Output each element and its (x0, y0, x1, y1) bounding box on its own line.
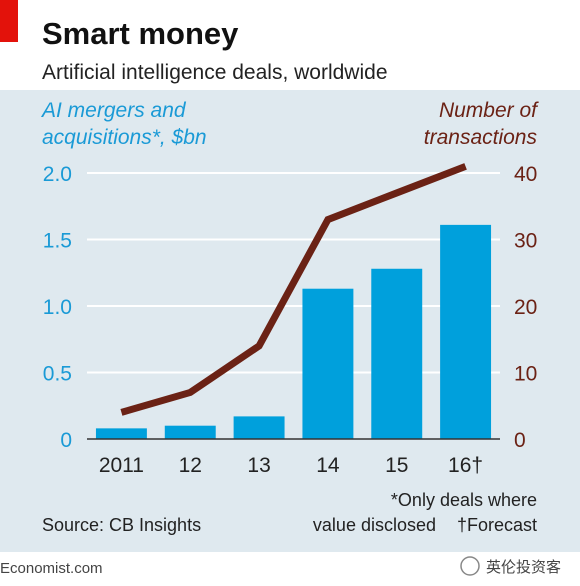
footnote-line1: *Only deals where (391, 490, 537, 510)
accent-tag (0, 0, 18, 42)
series-line (120, 163, 467, 416)
right-tick-label: 30 (514, 230, 537, 253)
right-axis-label-line2: transactions (424, 126, 538, 149)
x-tick-label: 15 (385, 454, 408, 477)
right-tick-label: 40 (514, 163, 537, 186)
left-tick-label: 1.0 (43, 296, 72, 319)
chat-icon (460, 556, 480, 576)
right-axis-ticks: 0 10 20 30 40 (514, 163, 537, 452)
x-tick-label: 16† (448, 454, 483, 477)
right-tick-label: 10 (514, 363, 537, 386)
watermark: 英伦投资客 (460, 556, 561, 576)
left-axis-label-line1: AI mergers and (40, 99, 187, 122)
bar (302, 288, 354, 439)
bar (95, 428, 147, 439)
chart-subtitle: Artificial intelligence deals, worldwide (42, 61, 388, 84)
right-tick-label: 0 (514, 429, 526, 452)
bar (371, 268, 423, 439)
x-tick-label: 2011 (99, 454, 144, 477)
chart-panel (0, 90, 580, 552)
watermark-text: 英伦投资客 (486, 558, 561, 576)
left-tick-label: 2.0 (43, 163, 72, 186)
left-tick-label: 0 (60, 429, 72, 452)
line-series (120, 163, 467, 416)
chart-title: Smart money (42, 16, 239, 51)
bar (164, 425, 216, 439)
left-axis-label-line2: acquisitions*, $bn (42, 126, 207, 149)
x-axis-ticks: 2011 12 13 14 15 16† (99, 454, 483, 477)
footnote-forecast: †Forecast (457, 515, 537, 535)
x-tick-label: 12 (179, 454, 202, 477)
source-note: Source: CB Insights (42, 515, 201, 535)
gridlines (87, 172, 500, 374)
left-tick-label: 0.5 (43, 363, 72, 386)
right-axis-label-line1: Number of (439, 99, 539, 122)
bar-series (95, 224, 492, 439)
x-tick-label: 14 (316, 454, 340, 477)
bar (440, 224, 492, 439)
left-tick-label: 1.5 (43, 230, 72, 253)
right-tick-label: 20 (514, 296, 537, 319)
brand-label: Economist.com (0, 560, 103, 577)
x-tick-label: 13 (247, 454, 270, 477)
bar (233, 416, 285, 439)
footnote-value-disclosed: value disclosed (313, 515, 436, 535)
left-axis-ticks: 0 0.5 1.0 1.5 2.0 (43, 163, 72, 452)
